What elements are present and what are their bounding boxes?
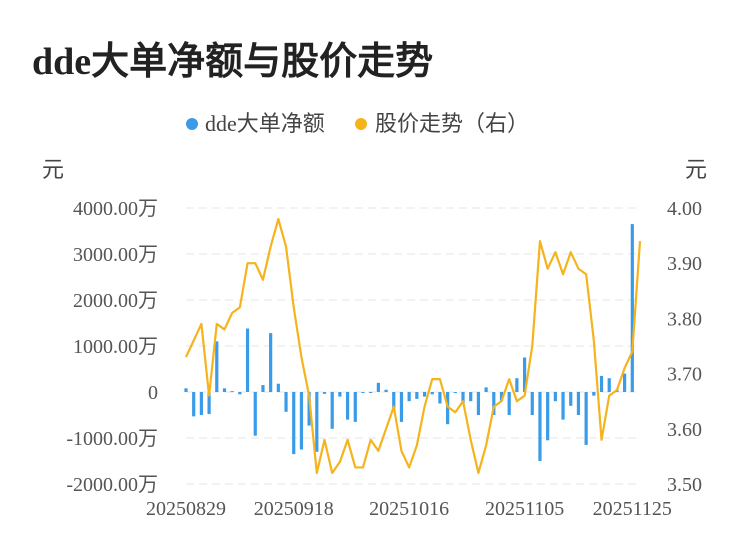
left-tick-label: 1000.00万 xyxy=(73,336,158,358)
dde-bar xyxy=(184,388,188,392)
dde-bar xyxy=(399,392,404,422)
right-axis-unit: 元 xyxy=(685,157,707,182)
dde-bar xyxy=(492,392,496,415)
price-line-layer xyxy=(185,217,642,475)
dde-bar xyxy=(330,392,334,429)
left-tick-label: 4000.00万 xyxy=(73,198,158,220)
dde-bar xyxy=(484,387,488,392)
dde-bar xyxy=(392,392,396,411)
dde-bar xyxy=(499,392,504,402)
dde-bar xyxy=(369,392,373,393)
left-axis-ticks: 4000.00万 3000.00万 2000.00万 1000.00万 0 -1000.0… xyxy=(66,198,158,496)
dde-bar xyxy=(199,392,203,415)
dde-bar xyxy=(222,388,227,392)
dde-bar xyxy=(269,333,273,392)
dde-bar xyxy=(507,392,511,415)
x-tick-label: 20250918 xyxy=(254,498,334,520)
dde-bar xyxy=(192,392,196,417)
dde-bar xyxy=(546,392,550,441)
left-tick-label: 3000.00万 xyxy=(73,244,158,266)
dde-bar xyxy=(561,392,565,420)
x-tick-label: 20251125 xyxy=(593,498,672,520)
dde-bar xyxy=(207,392,211,415)
right-tick-label: 3.70 xyxy=(667,364,702,386)
dde-bar xyxy=(376,382,380,392)
dde-bar xyxy=(453,392,457,393)
dde-bar xyxy=(538,392,542,461)
x-tick-label: 20250829 xyxy=(146,498,226,520)
x-tick-label: 20251016 xyxy=(369,498,449,520)
legend-label-dde: dde大单净额 xyxy=(205,111,325,136)
dde-bar xyxy=(576,392,581,415)
dde-bar xyxy=(530,392,534,415)
dde-bar xyxy=(384,389,388,392)
dde-bar xyxy=(599,375,604,392)
left-tick-label: -1000.00万 xyxy=(66,428,158,450)
dde-bar xyxy=(569,392,573,406)
dde-bar xyxy=(584,392,588,445)
left-tick-label: 2000.00万 xyxy=(73,290,158,312)
dde-bar xyxy=(307,392,311,426)
legend-swatch-dde xyxy=(186,118,198,130)
x-tick-label: 20251105 xyxy=(485,498,564,520)
chart-title: dde大单净额与股价走势 xyxy=(32,41,434,83)
right-tick-label: 3.60 xyxy=(667,419,702,441)
right-tick-label: 4.00 xyxy=(667,198,702,220)
dde-bar xyxy=(299,392,304,450)
dde-bar xyxy=(315,392,319,452)
right-tick-label: 3.80 xyxy=(667,308,702,330)
dde-bar xyxy=(322,392,327,394)
right-tick-label: 3.90 xyxy=(667,253,702,275)
dde-bar xyxy=(215,341,219,392)
dde-bar xyxy=(407,392,411,402)
dde-bar xyxy=(553,392,557,402)
dde-bar xyxy=(415,392,419,399)
dde-bar xyxy=(461,392,465,404)
legend[interactable]: dde大单净额 股价走势（右） xyxy=(186,111,529,136)
dde-bar xyxy=(238,392,242,395)
legend-label-price: 股价走势（右） xyxy=(375,111,529,136)
dde-bar xyxy=(430,392,434,395)
dde-bar xyxy=(353,392,357,422)
dde-bar xyxy=(592,392,596,396)
left-tick-label: -2000.00万 xyxy=(66,474,158,496)
dde-bar xyxy=(338,392,342,397)
price-line xyxy=(185,217,642,475)
dde-bar xyxy=(476,392,481,415)
dde-bar xyxy=(261,385,265,392)
dde-bar xyxy=(446,392,450,425)
dde-bar xyxy=(253,392,257,436)
dde-bar xyxy=(230,391,234,393)
right-axis-ticks: 4.00 3.90 3.80 3.70 3.60 3.50 xyxy=(667,198,702,496)
dde-bar xyxy=(422,392,427,397)
dde-bar xyxy=(276,383,280,392)
right-tick-label: 3.50 xyxy=(667,474,702,496)
x-axis-ticks: 20250829 20250918 20251016 20251105 20251125 xyxy=(146,498,672,520)
dde-bar xyxy=(607,378,611,392)
dde-bars xyxy=(184,224,634,461)
dde-bar xyxy=(345,392,350,420)
gridlines xyxy=(186,207,640,485)
legend-swatch-price xyxy=(355,118,367,130)
dde-bar xyxy=(284,392,288,412)
dde-bar xyxy=(292,392,296,455)
dde-bar xyxy=(361,392,365,393)
left-tick-label: 0 xyxy=(148,382,158,404)
dde-bar xyxy=(469,392,473,402)
dde-bar xyxy=(515,378,519,392)
dde-bar xyxy=(630,224,634,392)
dde-bar xyxy=(623,373,627,392)
dde-bar xyxy=(438,392,442,404)
dde-bar xyxy=(245,328,250,392)
left-axis-unit: 元 xyxy=(42,157,64,182)
dde-bar xyxy=(522,357,527,392)
